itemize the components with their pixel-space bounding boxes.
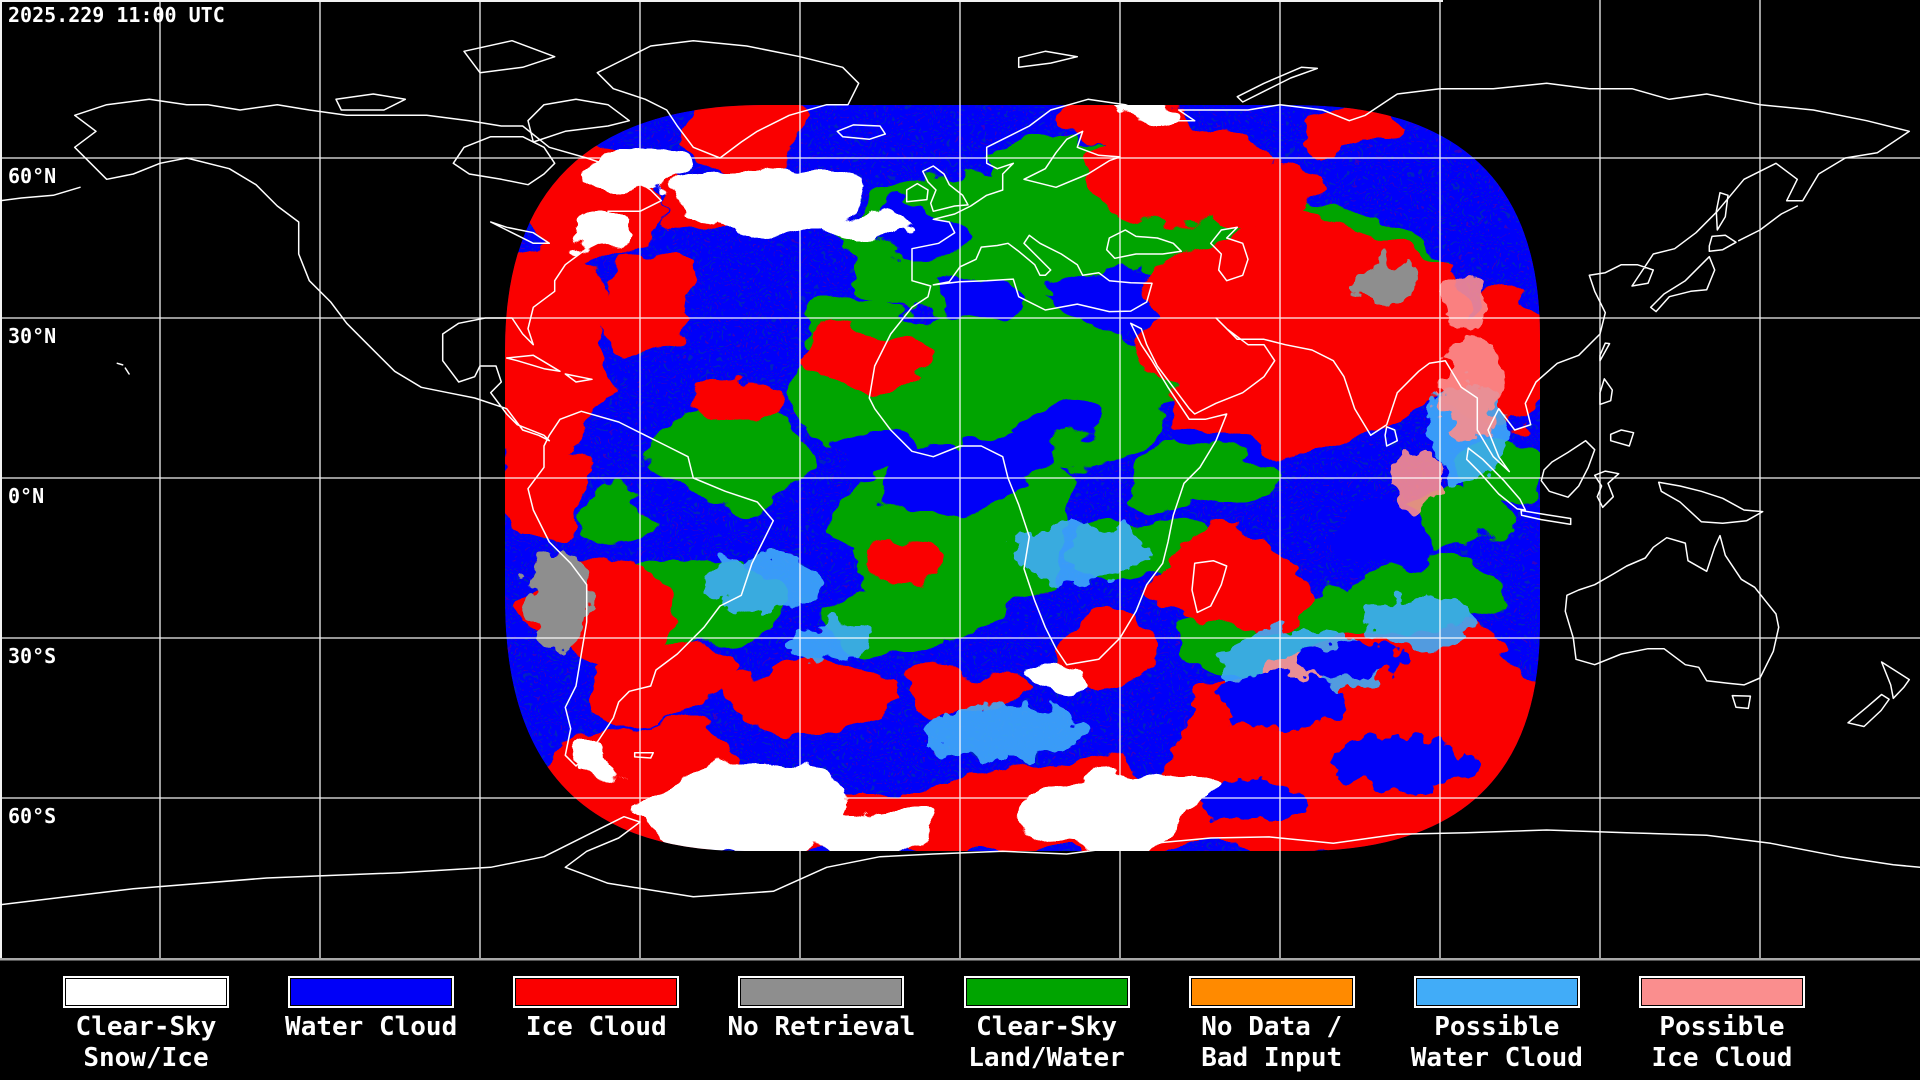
legend-label-line1: Possible: [1659, 1012, 1785, 1042]
legend-label-line1: Possible: [1434, 1012, 1560, 1042]
no-data-bad-input-swatch: [1188, 976, 1355, 1008]
legend-item-no-data-bad-input: No Data / Bad Input: [1166, 976, 1378, 1080]
legend-item-no-retrieval: No Retrieval: [715, 976, 927, 1080]
legend-label-line1: Ice Cloud: [525, 1012, 667, 1042]
water-cloud-swatch: [288, 976, 455, 1008]
legend-label-line1: No Retrieval: [727, 1012, 916, 1042]
no-retrieval-swatch: [738, 976, 905, 1008]
clear-sky-land-water-swatch: [963, 976, 1130, 1008]
latitude-label-30n: 30°N: [8, 324, 57, 348]
clear-sky-snow-ice-swatch: [63, 976, 229, 1008]
legend-item-label: No Data / Bad Input: [1201, 1012, 1342, 1074]
legend-item-label: Clear-Sky Snow/Ice: [76, 1012, 217, 1074]
legend-item-label: No Retrieval: [728, 1012, 916, 1043]
latitude-label-60s: 60°S: [8, 804, 57, 828]
legend: Clear-Sky Snow/Ice Water Cloud Ice Cloud …: [0, 962, 1920, 1080]
legend-label-line1: Clear-Sky: [75, 1012, 217, 1042]
legend-item-label: Ice Cloud: [526, 1012, 667, 1043]
legend-label-line2: Water Cloud: [1410, 1043, 1583, 1073]
legend-item-ice-cloud: Ice Cloud: [490, 976, 702, 1080]
possible-ice-cloud-swatch: [1638, 976, 1805, 1008]
legend-label-line2: Land/Water: [968, 1043, 1125, 1073]
legend-item-label: Water Cloud: [285, 1012, 457, 1043]
legend-item-clear-sky-snow-ice: Clear-Sky Snow/Ice: [40, 976, 252, 1080]
latitude-label-0n: 0°N: [8, 484, 45, 508]
legend-item-label: Clear-Sky Land/Water: [968, 1012, 1125, 1074]
legend-item-label: Possible Ice Cloud: [1652, 1012, 1793, 1074]
legend-item-water-cloud: Water Cloud: [265, 976, 477, 1080]
legend-label-line1: No Data /: [1201, 1012, 1343, 1042]
legend-label-line2: Ice Cloud: [1651, 1043, 1793, 1073]
latitude-label-60n: 60°N: [8, 164, 57, 188]
legend-label-line2: Bad Input: [1201, 1043, 1343, 1073]
legend-label-line1: Clear-Sky: [976, 1012, 1117, 1042]
latitude-label-30s: 30°S: [8, 644, 57, 668]
possible-water-cloud-swatch: [1413, 976, 1580, 1008]
ice-cloud-swatch: [513, 976, 680, 1008]
legend-item-clear-sky-land-water: Clear-Sky Land/Water: [941, 976, 1153, 1080]
map-area: 2025.229 11:00 UTC 60°N 30°N 0°N 30°S 60…: [0, 0, 1920, 962]
timestamp: 2025.229 11:00 UTC: [8, 3, 225, 27]
legend-item-label: Possible Water Cloud: [1411, 1012, 1583, 1074]
legend-item-possible-water-cloud: Possible Water Cloud: [1391, 976, 1603, 1080]
world-map: [0, 0, 1920, 962]
legend-item-possible-ice-cloud: Possible Ice Cloud: [1616, 976, 1828, 1080]
legend-label-line2: Snow/Ice: [83, 1043, 209, 1073]
legend-label-line1: Water Cloud: [285, 1012, 458, 1042]
